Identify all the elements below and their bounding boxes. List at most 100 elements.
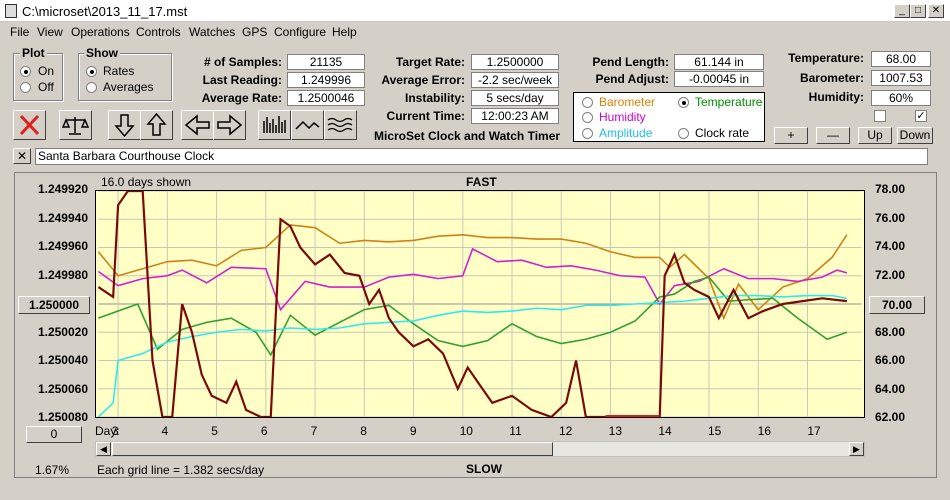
series-line-3 bbox=[97, 294, 847, 417]
bar-graph-button[interactable] bbox=[258, 110, 291, 140]
aux-clock-rate-label: Clock rate bbox=[695, 126, 750, 140]
line-graph-button[interactable] bbox=[291, 110, 324, 140]
app-icon bbox=[5, 4, 17, 18]
aux-up-button[interactable]: Up bbox=[858, 127, 892, 144]
instability-field: 5 secs/day bbox=[471, 90, 559, 106]
aux-amplitude-radio[interactable] bbox=[582, 128, 593, 139]
menu-controls[interactable]: Controls bbox=[136, 25, 181, 39]
show-averages-radio[interactable] bbox=[86, 82, 97, 93]
day-label: Day: bbox=[95, 424, 120, 438]
aux-humidity-radio[interactable] bbox=[582, 112, 593, 123]
x-tick: 14 bbox=[658, 424, 672, 438]
y-right-tick: 74.00 bbox=[875, 239, 906, 253]
menu-bar: File View Operations Controls Watches GP… bbox=[0, 23, 950, 41]
zero-button[interactable]: 0 bbox=[26, 426, 82, 443]
minimize-icon[interactable]: _ bbox=[894, 4, 910, 18]
menu-operations[interactable]: Operations bbox=[71, 25, 130, 39]
menu-watches[interactable]: Watches bbox=[189, 25, 236, 39]
y-right-tick: 78.00 bbox=[875, 182, 906, 196]
y-left-tick: 1.249960 bbox=[37, 239, 88, 253]
x-tick: 4 bbox=[161, 424, 169, 438]
menu-view[interactable]: View bbox=[37, 25, 63, 39]
temperature-label: Temperature: bbox=[788, 51, 864, 65]
average-error-field: -2.2 sec/week bbox=[471, 72, 559, 88]
aux-clock-rate-radio[interactable] bbox=[678, 128, 689, 139]
average-rate-field: 1.2500046 bbox=[287, 90, 365, 106]
clock-name-field[interactable]: Santa Barbara Courthouse Clock bbox=[35, 148, 928, 165]
y-left-tick: 1.250040 bbox=[37, 353, 88, 367]
show-rates-radio[interactable] bbox=[86, 66, 97, 77]
x-tick: 15 bbox=[708, 424, 722, 438]
horizontal-scrollbar[interactable]: ◀ ▶ bbox=[95, 441, 865, 457]
aux-down-button[interactable]: Down bbox=[897, 127, 933, 144]
x-tick: 13 bbox=[608, 424, 622, 438]
average-rate-label: Average Rate: bbox=[201, 91, 282, 105]
plot-off-label: Off bbox=[38, 80, 54, 94]
series-line-1 bbox=[97, 247, 848, 312]
aux-humidity-label: Humidity bbox=[599, 110, 646, 124]
waves-button[interactable] bbox=[324, 110, 357, 140]
x-tick: 12 bbox=[558, 424, 573, 438]
arrow-down-icon bbox=[114, 114, 135, 138]
show-group-title: Show bbox=[84, 46, 120, 60]
remove-clock-button[interactable]: ✕ bbox=[13, 148, 31, 164]
series-line-2 bbox=[98, 276, 848, 357]
menu-configure[interactable]: Configure bbox=[274, 25, 327, 39]
balance-button[interactable] bbox=[59, 110, 92, 140]
bar-graph-icon bbox=[263, 116, 286, 133]
plot-group-title: Plot bbox=[20, 46, 47, 60]
x-tick: 16 bbox=[757, 424, 772, 438]
target-rate-label: Target Rate: bbox=[395, 55, 465, 69]
humidity-field: 60% bbox=[871, 90, 931, 106]
right-button[interactable] bbox=[213, 110, 246, 140]
y-right-tick: 66.00 bbox=[875, 353, 906, 367]
pend-length-label: Pend Length: bbox=[592, 55, 669, 69]
fast-label: FAST bbox=[466, 175, 497, 189]
pend-adjust-field: -0.00045 in bbox=[674, 71, 764, 87]
down-button[interactable] bbox=[108, 110, 141, 140]
last-reading-field: 1.249996 bbox=[287, 72, 365, 88]
close-window-icon[interactable]: ✕ bbox=[928, 4, 944, 18]
y-right-tick: 64.00 bbox=[875, 381, 906, 396]
right-value-button[interactable]: 70.00 bbox=[869, 296, 925, 314]
scrollbar-thumb[interactable] bbox=[112, 442, 553, 456]
clear-button[interactable] bbox=[13, 110, 46, 140]
x-tick: 6 bbox=[260, 424, 268, 438]
menu-gps[interactable]: GPS bbox=[242, 25, 268, 39]
checkbox-2[interactable]: ✓ bbox=[915, 110, 927, 122]
y-left-tick: 1.250020 bbox=[37, 324, 88, 339]
current-time-field: 12:00:23 AM bbox=[471, 108, 559, 124]
y-left-tick: 1.249920 bbox=[37, 182, 88, 196]
instability-label: Instability: bbox=[404, 91, 465, 105]
title-bar: C:\microset\2013_11_17.mst _ □ ✕ bbox=[0, 0, 950, 22]
menu-file[interactable]: File bbox=[10, 25, 30, 39]
arrow-right-icon bbox=[217, 114, 243, 136]
y-left-tick: 1.250080 bbox=[37, 410, 88, 424]
plot-off-radio[interactable] bbox=[20, 82, 31, 93]
left-button[interactable] bbox=[181, 110, 214, 140]
temperature-field: 68.00 bbox=[871, 51, 931, 67]
aux-temperature-radio[interactable] bbox=[678, 97, 689, 108]
current-time-label: Current Time: bbox=[386, 109, 465, 123]
slow-label: SLOW bbox=[466, 462, 502, 476]
scroll-left-icon[interactable]: ◀ bbox=[96, 442, 111, 456]
scroll-right-icon[interactable]: ▶ bbox=[849, 442, 864, 456]
left-value-button[interactable]: 1.250000 bbox=[18, 296, 90, 314]
target-rate-field[interactable]: 1.2500000 bbox=[471, 54, 559, 70]
aux-barometer-radio[interactable] bbox=[582, 97, 593, 108]
x-tick: 5 bbox=[211, 424, 218, 438]
plot-on-label: On bbox=[38, 64, 55, 78]
rate-chart bbox=[95, 190, 865, 418]
plot-on-radio[interactable] bbox=[20, 66, 31, 77]
checkbox-1[interactable] bbox=[874, 110, 886, 122]
up-button[interactable] bbox=[140, 110, 173, 140]
aux-minus-button[interactable]: — bbox=[816, 127, 850, 144]
x-tick: 10 bbox=[459, 424, 473, 438]
y-left-tick: 1.249980 bbox=[37, 267, 88, 282]
app-caption: MicroSet Clock and Watch Timer bbox=[374, 129, 561, 143]
menu-help[interactable]: Help bbox=[332, 25, 357, 39]
maximize-icon[interactable]: □ bbox=[910, 4, 926, 18]
close-icon bbox=[19, 114, 40, 136]
x-tick: 7 bbox=[310, 424, 318, 438]
aux-plus-button[interactable]: + bbox=[774, 127, 808, 144]
